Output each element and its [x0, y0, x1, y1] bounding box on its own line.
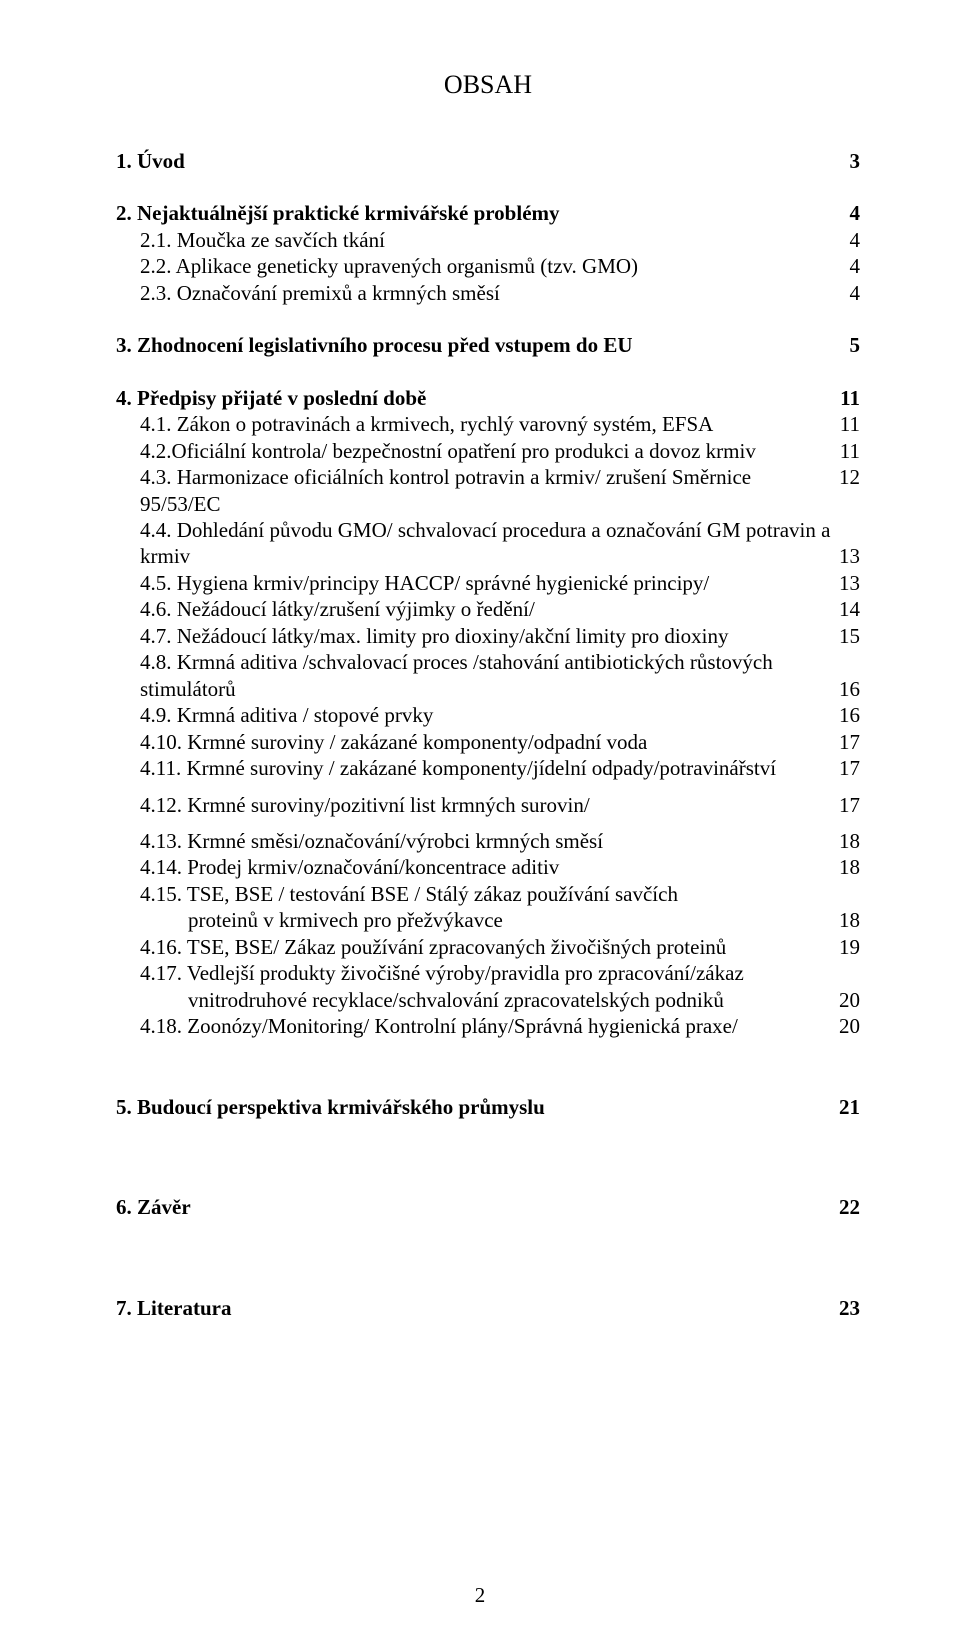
toc-entry: 4.9. Krmná aditiva / stopové prvky 16: [116, 702, 860, 728]
toc-entry: 4.14. Prodej krmiv/označování/koncentrac…: [116, 854, 860, 880]
toc-label: krmiv: [140, 543, 800, 569]
toc-label: 2.2. Aplikace geneticky upravených organ…: [140, 253, 800, 279]
toc-entry: 4.7. Nežádoucí látky/max. limity pro dio…: [116, 623, 860, 649]
toc-label: 4.14. Prodej krmiv/označování/koncentrac…: [140, 854, 800, 880]
toc-entry: 4.17. Vedlejší produkty živočišné výroby…: [116, 960, 860, 986]
toc-page: 4: [800, 280, 860, 306]
table-of-contents: 1. Úvod 3 2. Nejaktuálnější praktické kr…: [116, 148, 860, 1321]
toc-page: 12: [800, 464, 860, 490]
toc-entry: 4.11. Krmné suroviny / zakázané komponen…: [116, 755, 860, 781]
toc-page: 4: [800, 227, 860, 253]
toc-entry: vnitrodruhové recyklace/schvalování zpra…: [116, 987, 860, 1013]
toc-label: 4.16. TSE, BSE/ Zákaz používání zpracova…: [140, 934, 800, 960]
toc-label: 3. Zhodnocení legislativního procesu pře…: [116, 332, 800, 358]
toc-page: 17: [800, 792, 860, 818]
toc-page: 11: [800, 411, 860, 437]
toc-entry: 4.16. TSE, BSE/ Zákaz používání zpracova…: [116, 934, 860, 960]
toc-entry: 7. Literatura 23: [116, 1295, 860, 1321]
toc-label: 6. Závěr: [116, 1194, 800, 1220]
toc-label: 4.12. Krmné suroviny/pozitivní list krmn…: [140, 792, 800, 818]
toc-label: 4.11. Krmné suroviny / zakázané komponen…: [140, 755, 800, 781]
toc-label: 4.13. Krmné směsi/označování/výrobci krm…: [140, 828, 800, 854]
toc-entry: 4.5. Hygiena krmiv/principy HACCP/ správ…: [116, 570, 860, 596]
toc-label: 2. Nejaktuálnější praktické krmivářské p…: [116, 200, 800, 226]
toc-page: 5: [800, 332, 860, 358]
page-title: OBSAH: [116, 70, 860, 100]
toc-label: 4.3. Harmonizace oficiálních kontrol pot…: [140, 464, 800, 517]
toc-page: 15: [800, 623, 860, 649]
toc-label: 1. Úvod: [116, 148, 800, 174]
toc-page: 18: [800, 854, 860, 880]
toc-page: 18: [800, 828, 860, 854]
toc-page: 20: [800, 987, 860, 1013]
toc-entry: 2. Nejaktuálnější praktické krmivářské p…: [116, 200, 860, 226]
toc-page: 16: [800, 676, 860, 702]
toc-label: proteinů v krmivech pro přežvýkavce: [188, 907, 800, 933]
toc-entry: 2.2. Aplikace geneticky upravených organ…: [116, 253, 860, 279]
toc-entry: 3. Zhodnocení legislativního procesu pře…: [116, 332, 860, 358]
toc-page: 21: [800, 1094, 860, 1120]
toc-label: 4.17. Vedlejší produkty živočišné výroby…: [140, 960, 860, 986]
toc-page: 11: [800, 385, 860, 411]
toc-page: 16: [800, 702, 860, 728]
page: OBSAH 1. Úvod 3 2. Nejaktuálnější prakti…: [0, 0, 960, 1648]
toc-page: 19: [800, 934, 860, 960]
toc-label: 4.10. Krmné suroviny / zakázané komponen…: [140, 729, 800, 755]
toc-page: 23: [800, 1295, 860, 1321]
toc-page: 20: [800, 1013, 860, 1039]
toc-page: 18: [800, 907, 860, 933]
toc-label: vnitrodruhové recyklace/schvalování zpra…: [188, 987, 800, 1013]
toc-entry: 4.2.Oficiální kontrola/ bezpečnostní opa…: [116, 438, 860, 464]
toc-label: 7. Literatura: [116, 1295, 800, 1321]
toc-label: 4.4. Dohledání původu GMO/ schvalovací p…: [140, 517, 860, 543]
toc-page: 3: [800, 148, 860, 174]
toc-page: 13: [800, 570, 860, 596]
toc-entry: 4. Předpisy přijaté v poslední době 11: [116, 385, 860, 411]
toc-page: 17: [800, 755, 860, 781]
toc-page: 4: [800, 200, 860, 226]
toc-label: 2.1. Moučka ze savčích tkání: [140, 227, 800, 253]
toc-label: 4.8. Krmná aditiva /schvalovací proces /…: [140, 649, 860, 675]
toc-entry: 4.15. TSE, BSE / testování BSE / Stálý z…: [116, 881, 860, 907]
toc-page: 22: [800, 1194, 860, 1220]
toc-label: 4.2.Oficiální kontrola/ bezpečnostní opa…: [140, 438, 800, 464]
toc-entry: 2.1. Moučka ze savčích tkání 4: [116, 227, 860, 253]
toc-entry: 4.13. Krmné směsi/označování/výrobci krm…: [116, 828, 860, 854]
toc-entry: 4.8. Krmná aditiva /schvalovací proces /…: [116, 649, 860, 675]
toc-label: 4.1. Zákon o potravinách a krmivech, ryc…: [140, 411, 800, 437]
toc-page: 17: [800, 729, 860, 755]
toc-label: 4.9. Krmná aditiva / stopové prvky: [140, 702, 800, 728]
toc-label: 5. Budoucí perspektiva krmivářského prům…: [116, 1094, 800, 1120]
toc-entry: proteinů v krmivech pro přežvýkavce 18: [116, 907, 860, 933]
toc-entry: 4.18. Zoonózy/Monitoring/ Kontrolní plán…: [116, 1013, 860, 1039]
toc-entry: 4.12. Krmné suroviny/pozitivní list krmn…: [116, 792, 860, 818]
toc-label: stimulátorů: [140, 676, 800, 702]
page-number: 2: [0, 1583, 960, 1608]
toc-entry: 6. Závěr 22: [116, 1194, 860, 1220]
toc-label: 4.6. Nežádoucí látky/zrušení výjimky o ř…: [140, 596, 800, 622]
toc-entry: 4.4. Dohledání původu GMO/ schvalovací p…: [116, 517, 860, 543]
toc-label: 4.18. Zoonózy/Monitoring/ Kontrolní plán…: [140, 1013, 800, 1039]
toc-label: 4.5. Hygiena krmiv/principy HACCP/ správ…: [140, 570, 800, 596]
toc-entry: 1. Úvod 3: [116, 148, 860, 174]
toc-entry: 4.10. Krmné suroviny / zakázané komponen…: [116, 729, 860, 755]
toc-entry: krmiv 13: [116, 543, 860, 569]
toc-entry: 4.3. Harmonizace oficiálních kontrol pot…: [116, 464, 860, 517]
toc-label: 2.3. Označování premixů a krmných směsí: [140, 280, 800, 306]
toc-label: 4.15. TSE, BSE / testování BSE / Stálý z…: [140, 881, 860, 907]
toc-entry: 5. Budoucí perspektiva krmivářského prům…: [116, 1094, 860, 1120]
toc-entry: 2.3. Označování premixů a krmných směsí …: [116, 280, 860, 306]
toc-page: 13: [800, 543, 860, 569]
toc-label: 4.7. Nežádoucí látky/max. limity pro dio…: [140, 623, 800, 649]
toc-page: 14: [800, 596, 860, 622]
toc-page: 4: [800, 253, 860, 279]
toc-entry: stimulátorů 16: [116, 676, 860, 702]
toc-label: 4. Předpisy přijaté v poslední době: [116, 385, 800, 411]
toc-page: 11: [800, 438, 860, 464]
toc-entry: 4.1. Zákon o potravinách a krmivech, ryc…: [116, 411, 860, 437]
toc-entry: 4.6. Nežádoucí látky/zrušení výjimky o ř…: [116, 596, 860, 622]
